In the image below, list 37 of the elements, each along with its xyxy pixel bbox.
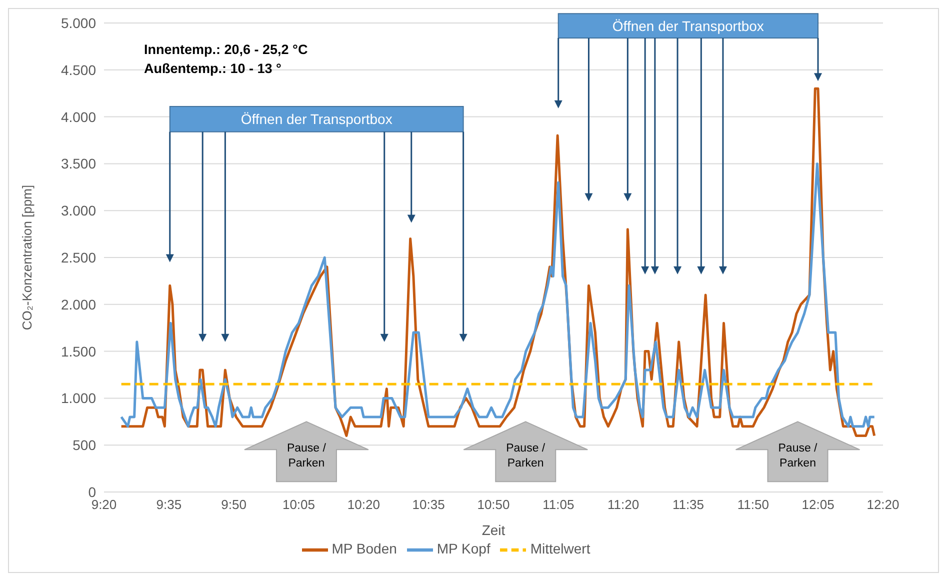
annotation: Außentemp.: 10 - 13 ° (144, 61, 282, 76)
legend-label: MP Boden (332, 540, 397, 557)
y-tick-label: 500 (72, 437, 96, 454)
x-tick-label: 9:35 (156, 497, 182, 512)
y-tick-label: 2.000 (60, 296, 96, 312)
x-tick-label: 11:05 (542, 497, 574, 512)
x-tick-label: 10:20 (347, 497, 380, 512)
annotation: Innentemp.: 20,6 - 25,2 °C (144, 42, 308, 57)
x-tick-label: 11:20 (608, 497, 640, 512)
y-tick-label: 4.500 (60, 62, 96, 78)
x-tick-label: 12:20 (866, 497, 900, 512)
x-tick-label: 9:50 (221, 497, 246, 512)
x-axis-title: Zeit (482, 522, 506, 538)
y-tick-label: 3.500 (60, 156, 96, 172)
y-tick-label: 3.000 (60, 202, 96, 219)
x-tick-label: 9:20 (91, 497, 117, 512)
annotation: Öffnen der Transportbox (612, 18, 764, 34)
legend-label: MP Kopf (436, 540, 490, 557)
y-tick-label: 1.000 (60, 390, 96, 406)
x-tick-label: 12:05 (802, 497, 834, 512)
annotation: Öffnen der Transportbox (240, 111, 392, 128)
y-tick-label: 1.500 (60, 343, 96, 360)
x-tick-label: 10:05 (282, 497, 316, 512)
y-axis-title: CO₂-Konzentration [ppm] (20, 184, 35, 330)
y-tick-label: 2.500 (60, 249, 96, 266)
x-tick-label: 11:50 (737, 497, 769, 512)
legend-label: Mittelwert (530, 540, 590, 557)
y-tick-label: 0 (88, 484, 96, 500)
annotation: Pause / Parken (506, 442, 546, 470)
x-tick-label: 10:35 (412, 497, 445, 512)
annotation: Pause / Parken (286, 442, 327, 470)
y-tick-label: 4.000 (60, 108, 96, 125)
line-series (120, 162, 876, 428)
y-tick-label: 5.000 (60, 14, 96, 31)
annotation: Pause / Parken (778, 442, 818, 470)
x-tick-label: 11:35 (672, 497, 704, 512)
x-tick-label: 10:50 (477, 497, 510, 512)
